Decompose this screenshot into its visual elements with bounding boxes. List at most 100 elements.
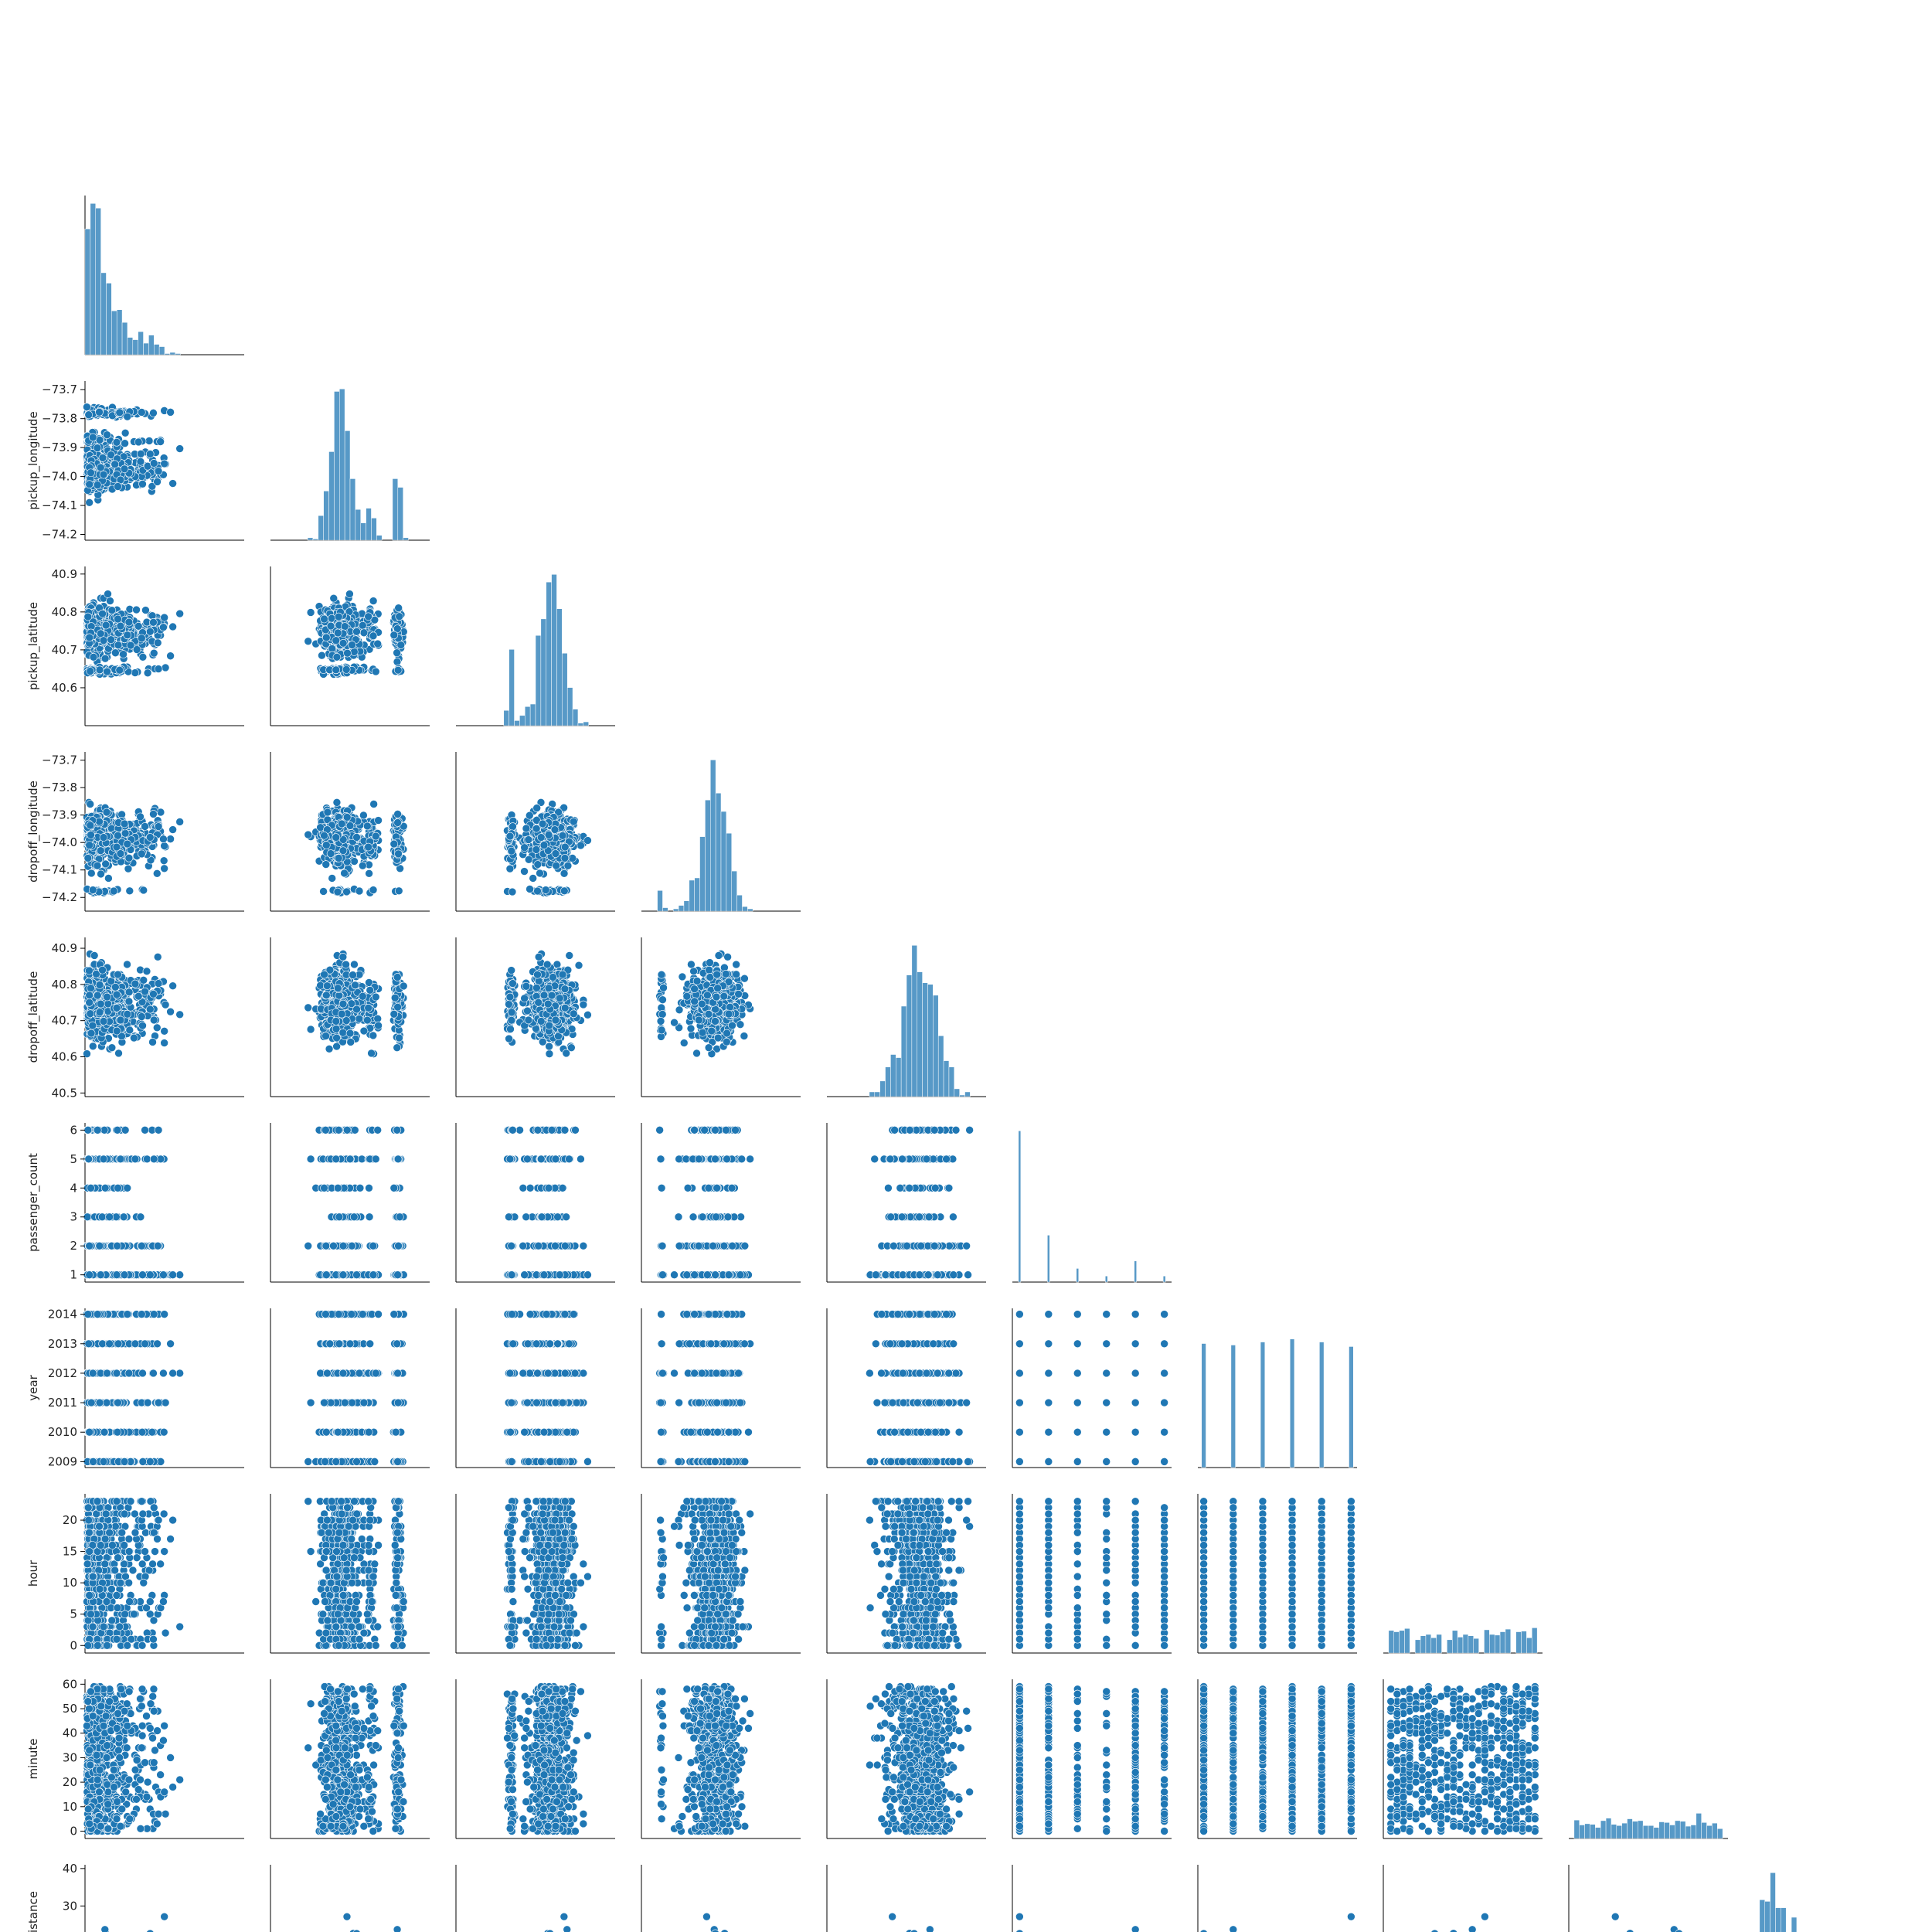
scatter-point (127, 641, 134, 649)
scatter-point (560, 887, 568, 895)
scatter-point (148, 612, 156, 620)
scatter-point (149, 810, 157, 818)
hist-bar (567, 688, 573, 726)
scatter-point (150, 459, 158, 467)
scatter-point (394, 666, 402, 674)
scatter-point (102, 621, 110, 629)
hist-bar (106, 283, 111, 355)
hist-bar (361, 523, 366, 540)
y-tick-label: −74.1 (42, 863, 77, 877)
scatter-point (131, 669, 139, 677)
scatter-point (153, 869, 161, 877)
hist-bar (138, 332, 144, 355)
scatter-point (363, 822, 371, 830)
scatter-point (339, 639, 347, 647)
y-tick-label: −73.9 (42, 440, 77, 454)
scatter-point (146, 833, 154, 841)
y-axis-label: dropoff_longitude (26, 781, 41, 883)
scatter-point (395, 604, 403, 612)
scatter-point (396, 613, 403, 621)
scatter-point (564, 862, 572, 869)
scatter-point (146, 450, 154, 457)
scatter-point (330, 594, 338, 602)
panel-pickup_latitude-vs-pickup_latitude (456, 574, 615, 726)
scatter-point (111, 461, 119, 468)
hist-bar (111, 311, 117, 355)
hist-bar (393, 478, 398, 540)
hist-bar (85, 229, 90, 355)
scatter-point (146, 628, 154, 635)
y-tick-label: 40.8 (52, 605, 77, 619)
scatter-point (138, 850, 145, 858)
scatter-point (390, 840, 398, 848)
scatter-point (150, 649, 158, 657)
scatter-point (321, 615, 328, 623)
scatter-point (87, 869, 95, 877)
scatter-point (161, 614, 168, 621)
panel-fare_amount-vs-fare_amount (85, 196, 244, 355)
scatter-point (137, 457, 145, 465)
scatter-point (83, 403, 90, 411)
scatter-point (101, 655, 109, 662)
hist-bar (530, 704, 536, 726)
scatter-point (113, 438, 121, 446)
panel-dropoff_longitude-vs-pickup_longitude (270, 752, 430, 911)
hist-bar (562, 653, 567, 726)
scatter-point (89, 434, 97, 441)
scatter-point (321, 832, 328, 839)
hist-bar (117, 310, 122, 355)
hist-bar (122, 322, 128, 355)
scatter-point (94, 444, 101, 452)
scatter-point (104, 431, 111, 439)
scatter-point (339, 847, 347, 855)
hist-bar (144, 343, 149, 355)
hist-bar (128, 338, 133, 355)
scatter-point (110, 887, 117, 895)
y-tick-label: −73.8 (42, 781, 77, 794)
hist-bar (175, 354, 181, 355)
scatter-point (343, 813, 351, 821)
scatter-point (86, 481, 94, 488)
hist-bar (318, 515, 324, 540)
scatter-point (97, 630, 104, 638)
scatter-point (353, 833, 361, 841)
scatter-point (393, 658, 401, 665)
scatter-point (342, 665, 350, 673)
scatter-point (125, 854, 133, 862)
scatter-point (106, 597, 114, 605)
scatter-point (509, 888, 516, 896)
scatter-point (100, 637, 107, 645)
scatter-point (96, 818, 104, 825)
scatter-point (365, 613, 372, 621)
scatter-point (322, 634, 330, 641)
scatter-point (87, 801, 94, 808)
scatter-point (372, 832, 379, 840)
scatter-point (116, 409, 124, 417)
y-tick-label: 40.6 (52, 681, 77, 695)
hist-bar (525, 706, 530, 726)
scatter-point (370, 801, 378, 808)
scatter-point (390, 631, 398, 639)
scatter-point (395, 887, 403, 895)
hist-bar (515, 720, 520, 726)
scatter-point (138, 408, 145, 416)
scatter-point (359, 621, 366, 629)
scatter-point (322, 861, 330, 869)
hist-bar (376, 536, 382, 540)
scatter-point (124, 840, 131, 848)
hist-bar (573, 709, 578, 726)
scatter-point (97, 847, 104, 855)
scatter-point (85, 411, 93, 419)
scatter-point (97, 870, 104, 878)
scatter-point (84, 854, 92, 862)
scatter-point (107, 636, 115, 644)
hist-bar (552, 574, 557, 726)
scatter-point (155, 665, 162, 673)
scatter-point (342, 888, 350, 896)
hist-bar (371, 518, 376, 540)
hist-bar (583, 722, 589, 726)
scatter-point (346, 821, 354, 829)
scatter-point (162, 664, 169, 672)
